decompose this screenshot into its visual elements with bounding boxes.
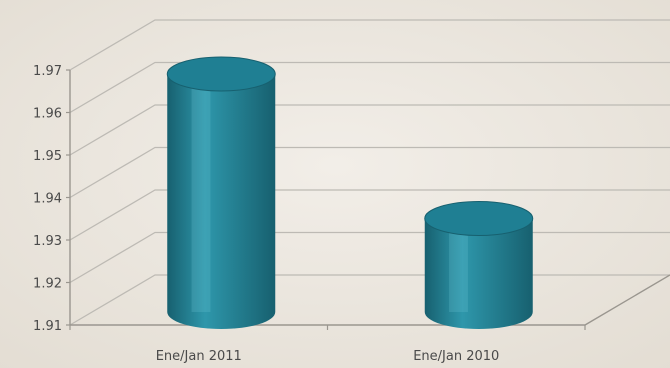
gridline bbox=[69, 104, 670, 156]
cylinder-bar bbox=[166, 56, 276, 329]
gridline bbox=[69, 189, 670, 241]
y-tick-label: 1.92 bbox=[33, 277, 62, 292]
gridlines bbox=[69, 19, 670, 326]
y-tick-label: 1.97 bbox=[33, 64, 62, 79]
gridline bbox=[69, 19, 670, 71]
x-category-label: Ene/Jan 2010 bbox=[413, 349, 499, 364]
cylinder-highlight bbox=[191, 74, 211, 312]
y-tick-label: 1.95 bbox=[33, 149, 62, 164]
cylinder-highlight bbox=[449, 218, 468, 312]
gridline bbox=[69, 146, 670, 199]
bars bbox=[166, 56, 534, 329]
cylinder-top bbox=[166, 56, 276, 92]
y-tick-label: 1.96 bbox=[33, 107, 62, 122]
y-tick-label: 1.93 bbox=[33, 234, 62, 249]
labels: 1.91 1.92 1.93 1.94 1.95 1.96 1.97 Ene/Jan 2011… bbox=[33, 64, 499, 364]
y-tick-label: 1.94 bbox=[33, 192, 62, 207]
cylinder-body bbox=[167, 74, 276, 329]
gridline bbox=[69, 61, 670, 114]
x-category-label: Ene/Jan 2011 bbox=[156, 349, 242, 364]
cylinder-body bbox=[424, 218, 533, 329]
cylinder-bar bbox=[424, 201, 534, 329]
y-tick-label: 1.91 bbox=[33, 319, 62, 334]
cylinder-top bbox=[424, 201, 534, 236]
